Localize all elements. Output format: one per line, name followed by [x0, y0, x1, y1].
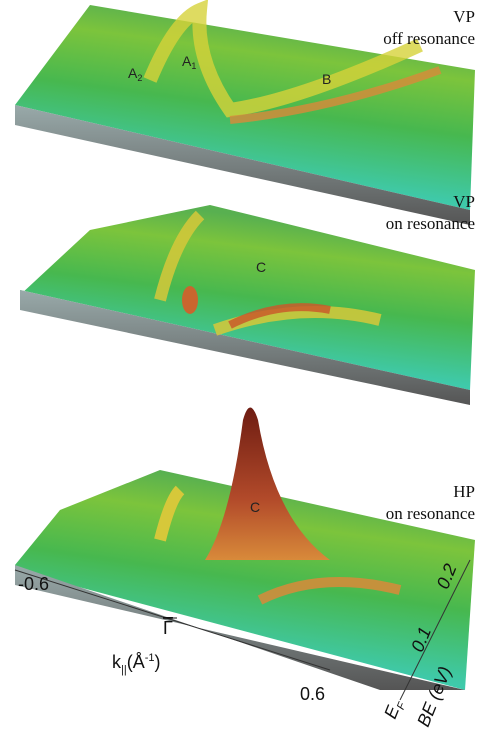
k-tick-label: Γ [163, 618, 173, 638]
condition: on resonance [386, 504, 475, 523]
polarization: HP [453, 482, 475, 501]
energy-axis-line [399, 559, 471, 701]
surface-panel [15, 0, 475, 225]
feature-label: C [250, 499, 260, 515]
feature-label: B [322, 71, 331, 87]
polarization: VP [453, 7, 475, 26]
surface-panel [20, 205, 475, 405]
energy-tick-label: EF [380, 695, 409, 722]
k-tick-label: 0.6 [300, 684, 325, 704]
k-tick-label: -0.6 [18, 574, 49, 594]
k-axis-line [14, 569, 331, 671]
feature-label: A2 [128, 65, 142, 83]
condition: on resonance [386, 214, 475, 233]
feature-label: A1 [182, 53, 196, 71]
condition: off resonance [383, 29, 475, 48]
surface-panel [15, 407, 475, 690]
polarization: VP [453, 192, 475, 211]
k-axis-label: k||(Å-1) [112, 652, 161, 676]
feature-label: C [256, 259, 266, 275]
